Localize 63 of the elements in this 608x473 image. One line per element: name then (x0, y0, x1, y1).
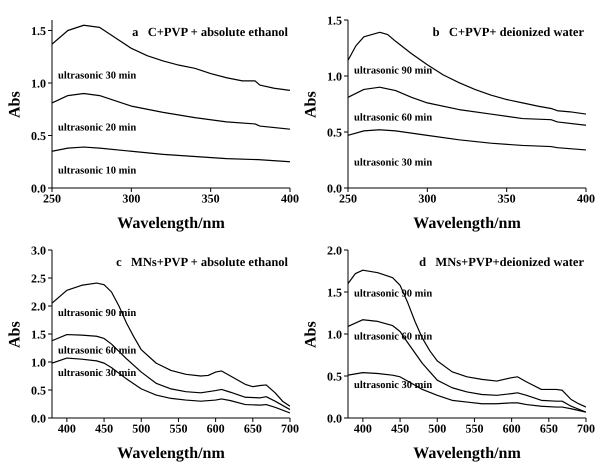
y-tick-label: 2.0 (31, 299, 46, 314)
y-tick-label: 0.0 (327, 181, 342, 196)
y-tick-label: 0.0 (31, 411, 46, 426)
chart-title: d MNs+PVP+deionized water (419, 255, 584, 270)
x-axis-title: Wavelength/nm (413, 215, 522, 232)
x-axis-title: Wavelength/nm (117, 215, 226, 232)
x-tick-label: 250 (339, 192, 357, 206)
x-tick-label: 300 (418, 192, 436, 206)
y-tick-label: 3.0 (31, 243, 46, 258)
text: ultrasonic 30 min (354, 158, 432, 169)
y-tick-label: 0.5 (327, 369, 342, 384)
y-tick-label: 0.5 (31, 128, 46, 143)
y-tick-label: 2.0 (327, 243, 342, 258)
x-tick-label: 700 (281, 422, 299, 436)
y-axis-title: Abs (6, 91, 24, 118)
y-tick-label: 1.5 (31, 24, 46, 38)
x-tick-label: 400 (577, 192, 595, 206)
x-axis-title: Wavelength/nm (117, 445, 226, 462)
y-tick-label: 0.0 (327, 411, 342, 426)
x-tick-label: 400 (281, 192, 299, 206)
chart-title: b C+PVP+ deionized water (432, 25, 584, 40)
series-label: ultrasonic 30 min (354, 380, 432, 392)
x-tick-label: 600 (206, 422, 225, 436)
y-axis-title: Abs (6, 321, 24, 348)
x-tick-label: 350 (202, 192, 220, 206)
y-tick-label: 0.5 (31, 383, 46, 398)
y-tick-label: 1.5 (327, 285, 342, 300)
x-tick-label: 700 (577, 422, 595, 436)
x-tick-label: 550 (169, 422, 188, 436)
chart-title: c MNs+PVP + absolute ethanol (116, 255, 288, 270)
y-tick-label: 1.0 (31, 76, 46, 90)
y-tick-label: 1.0 (31, 355, 46, 370)
y-tick-label: 0.5 (327, 125, 342, 140)
x-tick-label: 300 (122, 192, 140, 206)
series-label: ultrasonic 10 min (58, 166, 136, 177)
x-tick-label: 400 (354, 422, 372, 436)
series-label: ultrasonic 20 min (58, 122, 136, 134)
y-tick-label: 2.5 (31, 271, 46, 286)
y-tick-label: 1.0 (327, 69, 342, 84)
x-tick-label: 450 (95, 422, 114, 436)
x-tick-label: 450 (391, 422, 410, 436)
x-tick-label: 650 (244, 422, 262, 436)
series-label: ultrasonic 90 min (354, 65, 432, 76)
y-tick-label: 0.0 (31, 181, 46, 196)
x-axis-title: Wavelength/nm (413, 445, 522, 462)
x-tick-label: 550 (465, 422, 484, 436)
y-axis-title: Abs (302, 91, 320, 118)
x-tick-label: 500 (428, 422, 446, 436)
x-tick-label: 500 (132, 422, 150, 436)
x-tick-label: 600 (502, 422, 521, 436)
series-label: ultrasonic 60 min (354, 112, 432, 124)
y-axis-title: Abs (302, 321, 320, 348)
y-tick-label: 1.5 (31, 327, 46, 342)
series-label: ultrasonic 30 min (58, 70, 136, 82)
chart-title: a C+PVP + absolute ethanol (132, 25, 288, 40)
x-tick-label: 400 (58, 422, 76, 436)
y-tick-label: 1.0 (327, 327, 342, 342)
x-tick-label: 650 (540, 422, 558, 436)
x-tick-label: 350 (498, 192, 516, 206)
series-label: ultrasonic 30 min (58, 368, 136, 380)
x-tick-label: 250 (43, 192, 61, 206)
series-label: ultrasonic 60 min (58, 346, 136, 357)
y-tick-label: 1.5 (327, 13, 342, 28)
